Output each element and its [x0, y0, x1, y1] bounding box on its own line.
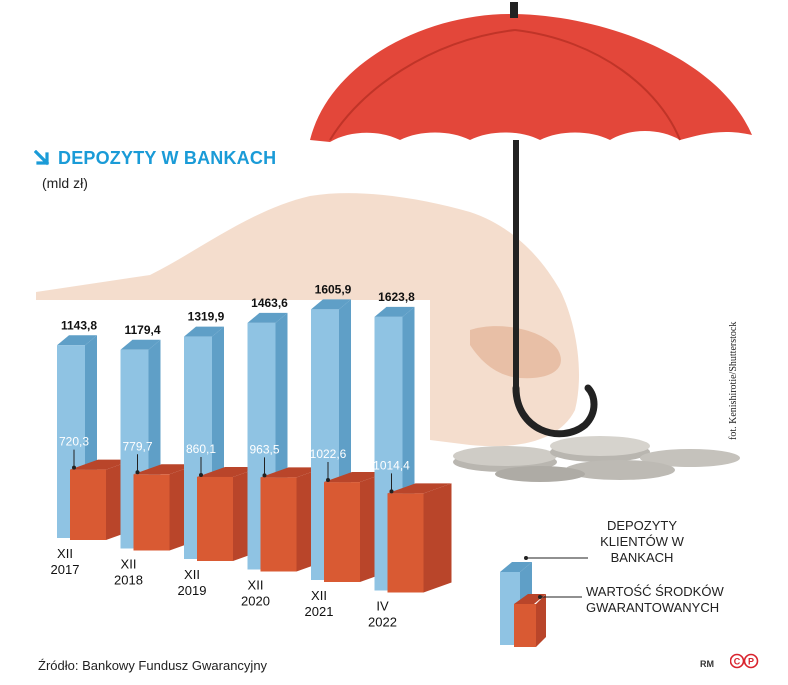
category-label: XII: [57, 546, 73, 561]
category-label: 2021: [305, 604, 334, 619]
guaranteed-bar: [387, 493, 424, 593]
guaranteed-bar: [133, 474, 170, 551]
deposits-bar-top: [311, 299, 351, 310]
deposits-value-label: 1623,8: [378, 290, 415, 304]
legend-label-guaranteed-text: WARTOŚĆ ŚRODKÓW GWARANTOWANYCH: [586, 584, 724, 615]
guaranteed-value-label: 779,7: [122, 439, 152, 453]
legend-guaranteed-swatch: [514, 604, 536, 647]
chart-title: DEPOZYTY W BANKACH: [34, 148, 276, 169]
deposits-value-label: 1463,6: [251, 296, 288, 310]
photo-credit: fot. Kenishirotie/Shutterstock: [728, 321, 739, 440]
legend-deposits-top: [500, 562, 532, 572]
svg-text:P: P: [748, 657, 754, 667]
arrow-down-right-icon: [34, 150, 50, 166]
guaranteed-bar: [260, 477, 297, 572]
deposits-value-label: 1605,9: [315, 282, 352, 296]
guaranteed-value-label: 1022,6: [310, 447, 347, 461]
category-label: 2022: [368, 615, 397, 630]
legend-guaranteed-top: [514, 594, 546, 604]
source-note: Źródło: Bankowy Fundusz Gwarancyjny: [38, 658, 268, 673]
legend-label-deposits: DEPOZYTY KLIENTÓW W BANKACH: [572, 518, 712, 566]
legend-deposits-dot: [524, 556, 528, 560]
category-label: XII: [121, 557, 137, 572]
guaranteed-value-label: 860,1: [186, 442, 216, 456]
guaranteed-bar: [197, 476, 233, 561]
chart-unit: (mld zł): [42, 175, 88, 191]
category-label: 2020: [241, 594, 270, 609]
guaranteed-value-label: 1014,4: [373, 458, 410, 472]
guaranteed-bar-top: [197, 466, 261, 477]
deposits-bar-top: [120, 339, 161, 350]
guaranteed-leader-dot: [199, 472, 203, 477]
legend-guaranteed-side: [536, 594, 546, 647]
guaranteed-value-label: 720,3: [59, 435, 89, 449]
legend-label-deposits-text: DEPOZYTY KLIENTÓW W BANKACH: [600, 518, 684, 565]
deposits-bar-top: [374, 306, 415, 317]
category-label: 2018: [114, 573, 143, 588]
guaranteed-bar: [324, 482, 360, 582]
guaranteed-bar-top: [260, 467, 325, 478]
guaranteed-bar-top: [324, 472, 388, 483]
guaranteed-leader-dot: [389, 489, 394, 494]
deposits-value-label: 1179,4: [124, 323, 160, 337]
guaranteed-leader-dot: [326, 478, 330, 483]
category-label: XII: [248, 578, 264, 593]
guaranteed-value-label: 963,5: [249, 442, 279, 456]
category-label: XII: [184, 567, 200, 582]
legend-guaranteed-dot: [538, 595, 542, 599]
hand-illustration: [36, 193, 580, 447]
deposits-value-label: 1143,8: [61, 318, 97, 332]
category-label: XII: [311, 588, 327, 603]
category-label: 2017: [51, 562, 80, 577]
guaranteed-leader-dot: [135, 470, 140, 475]
cp-logo-icon: C P: [730, 653, 759, 669]
category-label: IV: [376, 599, 389, 614]
coins-illustration: [453, 436, 740, 482]
chart-title-text: DEPOZYTY W BANKACH: [58, 148, 277, 168]
author-signature: RM: [700, 659, 714, 669]
guaranteed-bar-top: [70, 459, 134, 470]
svg-text:C: C: [734, 657, 741, 667]
guaranteed-leader-dot: [72, 465, 76, 470]
guaranteed-leader-dot: [262, 473, 267, 478]
deposits-bar-top: [247, 312, 288, 323]
deposits-bar-top: [184, 326, 224, 337]
category-label: 2019: [178, 583, 207, 598]
umbrella-illustration: [310, 2, 752, 438]
deposits-bar-top: [57, 335, 97, 346]
guaranteed-bar-top: [133, 464, 198, 475]
guaranteed-bar-top: [387, 483, 452, 494]
guaranteed-bar: [70, 469, 106, 540]
guaranteed-bar-side: [423, 483, 452, 593]
legend-label-guaranteed: WARTOŚĆ ŚRODKÓW GWARANTOWANYCH: [586, 584, 746, 616]
deposits-value-label: 1319,9: [188, 310, 225, 324]
